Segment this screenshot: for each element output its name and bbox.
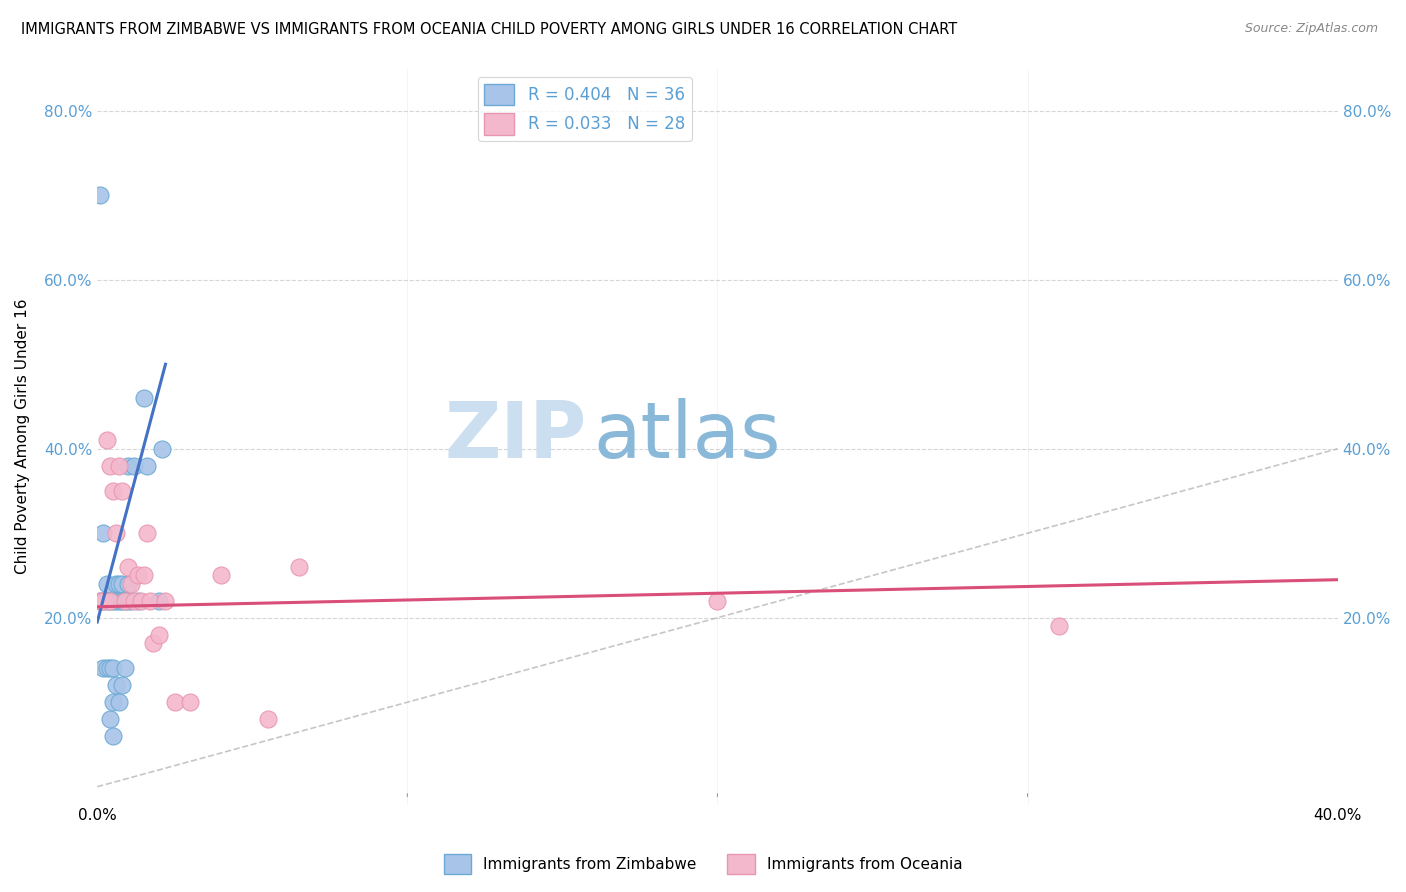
Point bbox=[93, 594, 115, 608]
Point bbox=[104, 526, 127, 541]
Point bbox=[98, 458, 121, 473]
Legend: Immigrants from Zimbabwe, Immigrants from Oceania: Immigrants from Zimbabwe, Immigrants fro… bbox=[437, 848, 969, 880]
Point bbox=[148, 627, 170, 641]
Point bbox=[101, 695, 124, 709]
Point bbox=[179, 695, 201, 709]
Point bbox=[117, 577, 139, 591]
Point bbox=[120, 577, 142, 591]
Point bbox=[101, 594, 124, 608]
Point bbox=[108, 458, 131, 473]
Point bbox=[163, 695, 186, 709]
Text: atlas: atlas bbox=[593, 398, 780, 474]
Point bbox=[124, 458, 146, 473]
Point bbox=[120, 594, 142, 608]
Point bbox=[101, 661, 124, 675]
Point bbox=[117, 560, 139, 574]
Point bbox=[132, 568, 155, 582]
Point bbox=[114, 661, 136, 675]
Point bbox=[98, 594, 121, 608]
Text: Source: ZipAtlas.com: Source: ZipAtlas.com bbox=[1244, 22, 1378, 36]
Point bbox=[139, 594, 162, 608]
Point bbox=[98, 594, 121, 608]
Point bbox=[89, 594, 111, 608]
Point bbox=[111, 577, 134, 591]
Point bbox=[114, 594, 136, 608]
Point bbox=[104, 678, 127, 692]
Point bbox=[706, 594, 728, 608]
Point bbox=[93, 526, 115, 541]
Text: IMMIGRANTS FROM ZIMBABWE VS IMMIGRANTS FROM OCEANIA CHILD POVERTY AMONG GIRLS UN: IMMIGRANTS FROM ZIMBABWE VS IMMIGRANTS F… bbox=[21, 22, 957, 37]
Point bbox=[96, 594, 118, 608]
Point bbox=[135, 526, 157, 541]
Point bbox=[98, 712, 121, 726]
Point bbox=[288, 560, 311, 574]
Y-axis label: Child Poverty Among Girls Under 16: Child Poverty Among Girls Under 16 bbox=[15, 298, 30, 574]
Point bbox=[150, 442, 173, 456]
Point bbox=[89, 188, 111, 202]
Point bbox=[132, 391, 155, 405]
Point bbox=[117, 594, 139, 608]
Point bbox=[96, 577, 118, 591]
Point bbox=[108, 594, 131, 608]
Point bbox=[101, 483, 124, 498]
Point bbox=[108, 695, 131, 709]
Point bbox=[96, 434, 118, 448]
Point bbox=[93, 661, 115, 675]
Legend: R = 0.404   N = 36, R = 0.033   N = 28: R = 0.404 N = 36, R = 0.033 N = 28 bbox=[478, 77, 692, 141]
Point bbox=[155, 594, 177, 608]
Point bbox=[104, 594, 127, 608]
Point bbox=[101, 729, 124, 743]
Point bbox=[124, 594, 146, 608]
Point bbox=[142, 636, 165, 650]
Point bbox=[1047, 619, 1070, 633]
Point bbox=[98, 661, 121, 675]
Point bbox=[135, 458, 157, 473]
Point bbox=[114, 594, 136, 608]
Point bbox=[108, 577, 131, 591]
Point bbox=[256, 712, 278, 726]
Point bbox=[127, 568, 149, 582]
Point bbox=[96, 661, 118, 675]
Point bbox=[111, 678, 134, 692]
Text: ZIP: ZIP bbox=[444, 398, 588, 474]
Point bbox=[127, 594, 149, 608]
Point bbox=[104, 577, 127, 591]
Point bbox=[111, 594, 134, 608]
Point bbox=[117, 458, 139, 473]
Point bbox=[89, 594, 111, 608]
Point bbox=[93, 594, 115, 608]
Point bbox=[209, 568, 232, 582]
Point bbox=[148, 594, 170, 608]
Point bbox=[129, 594, 152, 608]
Point bbox=[111, 483, 134, 498]
